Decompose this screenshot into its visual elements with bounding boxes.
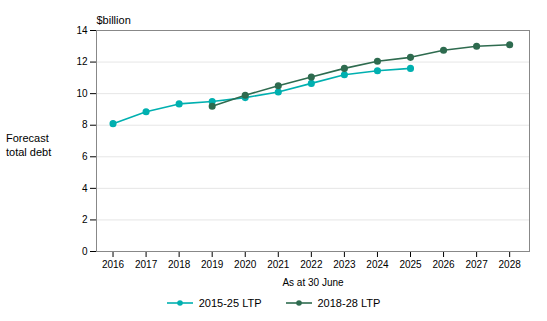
svg-text:14: 14 [76, 25, 88, 36]
svg-text:2018: 2018 [168, 259, 191, 270]
svg-text:2025: 2025 [399, 259, 422, 270]
svg-text:2016: 2016 [102, 259, 125, 270]
svg-text:2022: 2022 [300, 259, 323, 270]
html-text:2018-28 LTP: 2018-28 LTP [317, 297, 381, 309]
svg-text:2021: 2021 [267, 259, 290, 270]
svg-text:2024: 2024 [366, 259, 389, 270]
svg-text:0: 0 [82, 246, 88, 257]
svg-text:2019: 2019 [201, 259, 224, 270]
svg-text:6: 6 [82, 151, 88, 162]
svg-text:2028: 2028 [499, 259, 522, 270]
svg-text:2017: 2017 [135, 259, 158, 270]
html-text:Forecast total debt: Forecast total debt [6, 131, 52, 158]
svg-text:2: 2 [82, 214, 88, 225]
svg-text:4: 4 [82, 183, 88, 194]
svg-text:2026: 2026 [432, 259, 455, 270]
svg-text:2027: 2027 [465, 259, 488, 270]
svg-text:$billion: $billion [97, 14, 131, 26]
svg-text:8: 8 [82, 119, 88, 130]
svg-text:10: 10 [76, 88, 88, 99]
svg-text:2023: 2023 [333, 259, 356, 270]
svg-text:2020: 2020 [234, 259, 257, 270]
html-text:2015-25 LTP: 2015-25 LTP [198, 297, 262, 309]
svg-text:As at 30 June: As at 30 June [282, 277, 344, 288]
svg-text:12: 12 [76, 56, 88, 67]
